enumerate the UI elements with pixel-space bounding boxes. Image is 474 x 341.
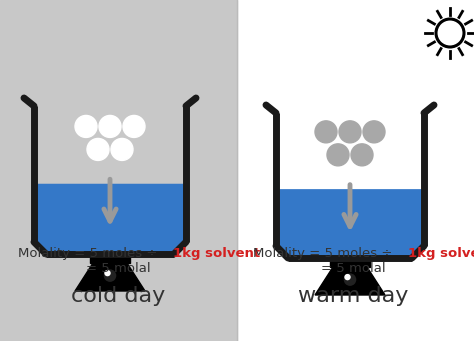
Circle shape: [103, 269, 117, 283]
Circle shape: [111, 138, 133, 160]
Bar: [90, 257, 130, 263]
Polygon shape: [35, 184, 185, 253]
Circle shape: [345, 275, 350, 280]
Polygon shape: [75, 263, 145, 291]
Circle shape: [99, 116, 121, 137]
Circle shape: [363, 121, 385, 143]
Text: 1kg solvent: 1kg solvent: [173, 247, 260, 260]
Polygon shape: [315, 267, 385, 295]
Text: Molality = 5 moles ÷: Molality = 5 moles ÷: [18, 247, 162, 260]
Bar: [330, 261, 370, 267]
Circle shape: [315, 121, 337, 143]
Circle shape: [436, 19, 464, 47]
Text: = 5 molal: = 5 molal: [86, 262, 150, 275]
Circle shape: [105, 271, 110, 276]
Circle shape: [75, 116, 97, 137]
Circle shape: [123, 116, 145, 137]
Circle shape: [327, 144, 349, 166]
Text: cold day: cold day: [71, 286, 165, 306]
Text: warm day: warm day: [298, 286, 408, 306]
Circle shape: [339, 121, 361, 143]
Text: = 5 molal: = 5 molal: [321, 262, 385, 275]
Circle shape: [351, 144, 373, 166]
Text: 1kg solvent: 1kg solvent: [408, 247, 474, 260]
Circle shape: [343, 272, 357, 286]
Polygon shape: [277, 190, 423, 257]
Text: Molality = 5 moles ÷: Molality = 5 moles ÷: [253, 247, 397, 260]
Circle shape: [87, 138, 109, 160]
Bar: [0, 0, 237, 341]
